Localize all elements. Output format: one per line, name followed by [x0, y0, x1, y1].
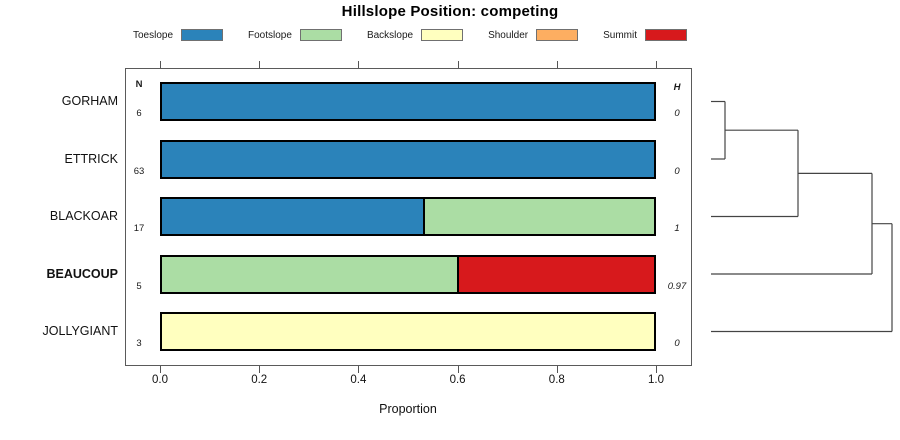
bar-row [160, 197, 656, 236]
h-value: 0 [674, 108, 680, 119]
legend-label: Summit [603, 29, 638, 41]
bar-segment-toeslope [162, 84, 654, 119]
x-axis-tick [556, 366, 558, 373]
x-axis-tick [259, 366, 261, 373]
x-axis-top-tick [358, 61, 360, 68]
legend: Toeslope Footslope Backslope Shoulder Summit [110, 26, 710, 44]
x-tick-label: 0.2 [251, 374, 268, 386]
bar-segment-footslope [162, 256, 458, 292]
bar-row [160, 82, 656, 121]
x-axis-top-tick [656, 61, 657, 68]
h-column-header: H [673, 82, 681, 93]
legend-swatch-icon [645, 29, 688, 41]
n-column-header: N [135, 79, 143, 90]
legend-swatch-icon [181, 29, 224, 41]
legend-swatch-icon [536, 29, 579, 41]
y-axis-label: BEAUCOUP [46, 266, 118, 281]
h-value: 0 [674, 338, 680, 349]
bar-row [160, 254, 656, 294]
x-tick-label: 1.0 [648, 374, 664, 386]
x-tick-label: 0.8 [548, 374, 565, 386]
plot-area [125, 68, 692, 366]
legend-label: Shoulder [488, 29, 529, 41]
legend-item-toeslope: Toeslope [132, 29, 224, 41]
y-axis-label: GORHAM [61, 94, 118, 108]
legend-label: Footslope [248, 29, 292, 41]
legend-label: Toeslope [132, 29, 174, 41]
n-value: 17 [133, 223, 145, 234]
x-axis-tick [457, 366, 459, 373]
legend-item-backslope: Backslope [366, 29, 464, 41]
x-axis-label: Proportion [379, 402, 437, 416]
bar-segment-backslope [162, 314, 654, 349]
legend-label: Backslope [366, 29, 414, 41]
bar-segment-footslope [422, 199, 654, 234]
legend-item-summit: Summit [603, 29, 688, 41]
n-value: 6 [136, 108, 142, 119]
x-axis-top-tick [259, 61, 261, 68]
n-value: 3 [136, 338, 142, 349]
chart-title: Hillslope Position: competing [341, 3, 559, 20]
y-axis-label: ETTRICK [64, 151, 118, 166]
y-axis-label: BLACKOAR [49, 209, 118, 223]
bar-segment-toeslope [162, 141, 654, 177]
h-value: 0.97 [667, 280, 687, 292]
n-value: 5 [136, 280, 142, 292]
x-tick-label: 0.6 [449, 374, 466, 386]
x-tick-label: 0.0 [152, 374, 168, 386]
x-axis-top-tick [457, 61, 459, 68]
x-axis-top-tick [556, 61, 558, 68]
y-axis-label: JOLLYGIANT [42, 324, 118, 338]
h-value: 0 [674, 165, 680, 177]
legend-item-footslope: Footslope [248, 29, 342, 41]
x-axis-tick [656, 366, 657, 373]
n-value: 63 [133, 165, 145, 177]
x-axis-tick [358, 366, 360, 373]
legend-swatch-icon [299, 29, 342, 41]
bar-segment-toeslope [162, 199, 423, 234]
legend-swatch-icon [421, 29, 464, 41]
h-value: 1 [674, 223, 680, 234]
bar-row [160, 312, 656, 351]
bar-segment-summit [457, 256, 654, 292]
x-tick-label: 0.4 [350, 374, 367, 386]
x-axis-tick [160, 366, 161, 373]
bar-row [160, 139, 656, 179]
x-axis-top-tick [160, 61, 161, 68]
legend-item-shoulder: Shoulder [488, 29, 579, 41]
